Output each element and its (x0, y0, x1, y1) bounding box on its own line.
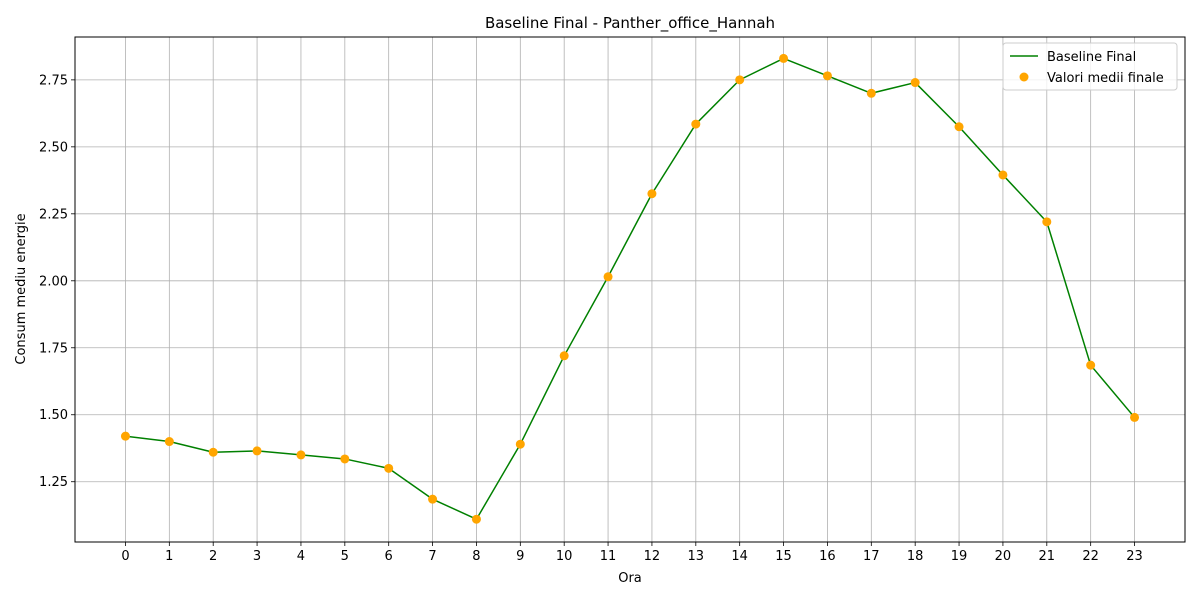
y-tick-label: 2.00 (39, 274, 68, 289)
x-tick-label: 21 (1039, 549, 1056, 564)
scatter-point (603, 272, 613, 282)
x-tick-label: 20 (995, 549, 1012, 564)
legend-label-baseline: Baseline Final (1047, 50, 1136, 65)
scatter-point (866, 88, 876, 98)
scatter-point (428, 494, 438, 504)
scatter-point (296, 450, 306, 460)
legend: Baseline Final Valori medii finale (1002, 42, 1178, 91)
series-layer (120, 53, 1140, 524)
scatter-point (735, 75, 745, 85)
scatter-point (1086, 360, 1096, 370)
scatter-point (559, 351, 569, 361)
x-tick-label: 13 (688, 549, 705, 564)
scatter-point (691, 119, 701, 129)
scatter-point (779, 53, 789, 63)
legend-box (1002, 42, 1178, 91)
y-axis-label: Consum mediu energie (14, 213, 29, 364)
x-tick-label: 23 (1126, 549, 1143, 564)
x-tick-label: 3 (253, 549, 261, 564)
plot-frame (74, 36, 1186, 543)
scatter-point (384, 463, 394, 473)
legend-dot-swatch (1019, 72, 1029, 82)
x-tick-label: 6 (385, 549, 393, 564)
scatter-point (208, 447, 218, 457)
y-tick-label: 1.75 (39, 341, 68, 356)
scatter-point (252, 446, 262, 456)
x-tick-label: 12 (644, 549, 661, 564)
x-tick-label: 11 (600, 549, 617, 564)
legend-label-values: Valori medii finale (1047, 71, 1164, 86)
x-axis: 0 1 2 3 4 5 6 7 8 9 10 11 12 13 14 15 16 17 18 19 20 21 22 23 (121, 542, 1143, 564)
y-tick-label: 2.25 (39, 207, 68, 222)
scatter-point (954, 122, 964, 132)
scatter-point (822, 71, 832, 81)
x-tick-label: 14 (731, 549, 748, 564)
x-tick-label: 17 (863, 549, 880, 564)
x-tick-label: 1 (165, 549, 173, 564)
scatter-point (515, 439, 525, 449)
y-tick-label: 1.50 (39, 408, 68, 423)
series-line-baseline-final (125, 57, 1136, 520)
y-tick-label: 2.50 (39, 140, 68, 155)
scatter-point (471, 514, 481, 524)
y-axis: 1.25 1.50 1.75 2.00 2.25 2.50 2.75 (39, 73, 75, 490)
x-tick-label: 0 (121, 549, 129, 564)
scatter-point (910, 78, 920, 88)
x-tick-label: 7 (428, 549, 436, 564)
x-tick-label: 10 (556, 549, 573, 564)
x-tick-label: 22 (1082, 549, 1099, 564)
scatter-point (647, 189, 657, 199)
scatter-point (164, 437, 174, 447)
x-tick-label: 15 (775, 549, 792, 564)
scatter-point (1042, 217, 1052, 227)
scatter-point (998, 170, 1008, 180)
x-axis-label: Ora (618, 571, 642, 586)
scatter-point (340, 454, 350, 464)
x-tick-label: 16 (819, 549, 836, 564)
x-tick-label: 19 (951, 549, 968, 564)
y-tick-label: 2.75 (39, 73, 68, 88)
x-tick-label: 4 (297, 549, 305, 564)
x-tick-label: 2 (209, 549, 217, 564)
y-tick-label: 1.25 (39, 475, 68, 490)
grid (75, 37, 1185, 542)
scatter-point (1130, 412, 1140, 422)
x-tick-label: 9 (516, 549, 524, 564)
scatter-point (120, 431, 130, 441)
x-tick-label: 18 (907, 549, 924, 564)
x-tick-label: 8 (472, 549, 480, 564)
x-tick-label: 5 (341, 549, 349, 564)
chart-title: Baseline Final - Panther_office_Hannah (485, 14, 775, 33)
